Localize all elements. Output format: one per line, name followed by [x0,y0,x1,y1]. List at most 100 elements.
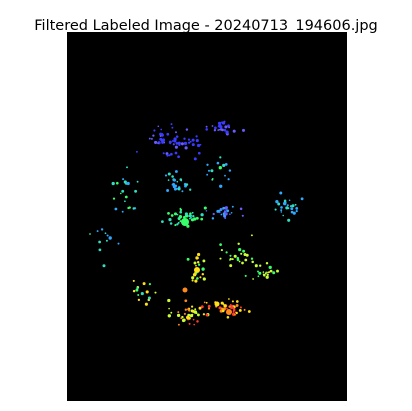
labeled-region-dot [231,205,234,208]
labeled-region-dot [262,271,265,273]
labeled-region-dot [241,214,244,217]
labeled-region-dot [213,129,217,132]
labeled-region-dot [228,126,231,129]
labeled-region-dot [229,254,232,257]
labeled-region-dot [172,178,177,182]
labeled-region-blob [226,309,232,315]
labeled-region-dot [205,313,209,317]
labeled-region-dot [257,270,259,273]
labeled-region-dot [169,222,173,225]
labeled-region-dot [226,316,230,319]
labeled-region-dot [205,301,208,304]
labeled-region-dot [108,236,112,240]
labeled-region-dot [211,217,215,220]
labeled-region-dot [200,213,204,217]
labeled-region-dot [104,232,107,235]
labeled-region-dot [177,311,180,314]
labeled-region-dot [220,207,223,210]
labeled-region-dot [279,191,283,195]
labeled-region-dot [250,234,253,237]
labeled-region-dot [268,265,272,270]
labeled-region-dot [112,197,116,200]
labeled-region-dot [173,143,175,145]
labeled-region-dot [212,212,215,216]
labeled-region-dot [176,223,179,226]
labeled-region-dot [174,151,178,155]
labeled-region-dot [185,184,187,186]
labeled-region-dot [202,259,206,263]
labeled-region-dot [177,323,180,326]
labeled-region-dot [166,154,169,157]
labeled-region-dot [228,169,232,172]
labeled-region-dot [200,305,204,309]
labeled-region-dot [188,322,191,325]
labeled-region-dot [127,206,130,210]
labeled-region-dot [187,308,190,311]
labeled-region-dot [205,210,208,212]
labeled-region-dot [159,137,163,141]
labeled-region-dot [225,206,228,210]
labeled-region-dot [171,126,174,129]
labeled-region-dot [137,294,140,296]
labeled-region-dot [187,141,191,144]
labeled-region-dot [220,249,223,252]
labeled-region-dot [294,203,297,206]
labeled-region-dot [240,252,243,255]
labeled-region-dot [150,137,153,140]
labeled-region-dot [192,318,195,321]
labeled-region-dot [175,187,178,190]
labeled-region-dot [236,256,240,260]
labeled-region-dot [221,121,224,124]
labeled-region-dot [167,314,171,318]
labeled-region-dot [275,199,279,204]
labeled-region-dot [148,283,151,286]
labeled-region-dot [228,298,230,300]
labeled-region-dot [283,199,287,202]
labeled-region-dot [106,234,109,237]
labeled-region-dot [232,308,236,312]
labeled-region-dot [160,133,164,137]
labeled-region-dot [227,178,230,181]
labeled-region-dot [197,252,201,257]
labeled-region-dot [122,178,125,181]
labeled-region-dot [254,264,258,268]
labeled-region-dot [114,207,118,211]
labeled-region-dot [167,298,171,303]
labeled-region-dot [167,212,170,215]
labeled-region-dot [168,154,171,157]
labeled-region-blob [181,218,189,226]
labeled-region-dot [195,264,197,267]
labeled-region-dot [196,277,199,280]
labeled-region-dot [229,264,233,268]
labeled-region-dot [206,163,209,166]
labeled-region-dot [205,128,208,131]
labeled-region-dot [234,313,236,316]
labeled-region-dot [197,143,201,148]
labeled-region-dot [214,126,217,130]
labeled-region-dot [134,189,138,193]
labeled-region-dot [239,207,243,211]
labeled-region-dot [193,217,197,221]
labeled-region-dot [300,197,304,201]
labeled-region-dot [243,308,246,311]
labeled-region-dot [191,143,195,147]
labeled-region-dot [258,271,262,275]
labeled-region-dot [135,150,138,153]
labeled-region-dot [250,257,254,260]
labeled-region-dot [189,217,191,220]
labeled-region-dot [220,213,223,216]
labeled-region-dot [121,210,124,213]
labeled-region-dot [242,249,246,253]
labeled-region-dot [244,258,248,262]
labeled-region-dot [174,184,177,188]
labeled-region-dot [183,141,188,146]
labeled-region-dot [126,166,128,169]
labeled-region-dot [102,264,106,268]
labeled-region-dot [145,290,149,294]
labeled-region-dot [205,125,208,128]
labeled-region-dot [105,239,108,242]
labeled-region-dot [219,243,222,246]
labeled-region-dot [223,210,227,213]
labeled-region-dot [236,305,238,308]
